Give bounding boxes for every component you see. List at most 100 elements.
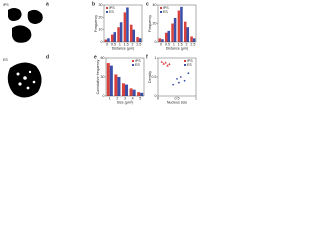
legend-swatch	[160, 7, 162, 9]
bar	[114, 74, 118, 96]
point	[187, 72, 190, 75]
y-tick-label: 10	[99, 28, 103, 32]
bar	[117, 27, 120, 42]
legend-swatch	[106, 11, 108, 13]
x-tick-label: 2	[132, 42, 134, 46]
panel-label: a	[46, 1, 49, 7]
y-tick-label: 0	[155, 40, 157, 44]
panel-label: f	[146, 54, 148, 60]
x-tick-label: 1	[195, 96, 197, 100]
bar	[132, 29, 136, 42]
legend-label: ES	[163, 10, 168, 14]
bar	[158, 38, 162, 42]
x-tick-label: 1	[173, 42, 175, 46]
legend-label: iPS	[187, 59, 193, 63]
x-tick-label: 0.5	[175, 96, 180, 100]
x-tick-label: 2.5	[190, 42, 195, 46]
y-axis-label: Density	[148, 71, 152, 83]
x-tick-label: 1.5	[178, 42, 183, 46]
bar	[126, 7, 129, 42]
plot-frame	[105, 57, 145, 97]
bar	[107, 38, 110, 42]
bar	[109, 65, 113, 96]
legend-label: ES	[135, 63, 140, 67]
y-tick-label: 1	[155, 56, 157, 60]
image-label: ES	[3, 58, 8, 62]
x-tick-label: 3	[124, 96, 126, 100]
x-axis-label: Distance (μm)	[112, 46, 134, 50]
plot-frame	[157, 57, 197, 97]
legend-label: iPS	[135, 59, 141, 63]
y-tick-label: 20	[153, 21, 157, 25]
legend-swatch	[132, 60, 134, 62]
point	[172, 83, 175, 86]
y-tick-label: 0.5	[152, 75, 157, 79]
x-tick-label: 2	[116, 96, 118, 100]
panel-label: e	[94, 54, 97, 60]
bar	[119, 22, 123, 42]
bar	[113, 32, 117, 42]
bar	[190, 36, 193, 42]
bar	[132, 89, 136, 96]
x-tick-label: 0.5	[165, 42, 170, 46]
legend-label: ES	[109, 10, 114, 14]
cell-texture	[16, 70, 36, 90]
legend-swatch	[106, 7, 108, 9]
point	[168, 62, 171, 66]
x-tick-label: 1	[109, 96, 111, 100]
point	[179, 76, 182, 78]
bar	[129, 88, 133, 96]
legend-label: iPS	[163, 6, 169, 10]
x-tick-label: 4	[132, 96, 134, 100]
image-label: iPS	[3, 3, 9, 7]
cell-image	[27, 9, 43, 24]
cell-image	[7, 62, 42, 98]
bar	[117, 77, 121, 96]
bar	[183, 21, 187, 42]
y-tick-label: 0	[101, 40, 103, 44]
y-tick-label: 20	[99, 15, 103, 19]
bar	[125, 84, 129, 96]
point	[183, 79, 186, 82]
cell-image	[8, 8, 22, 21]
bar	[164, 32, 168, 42]
x-axis-label: Size (μm²)	[117, 100, 134, 104]
plot-frame	[103, 4, 143, 43]
y-tick-label: 0	[155, 94, 157, 98]
legend-label: ES	[187, 63, 192, 67]
y-axis-label: Frequency	[94, 15, 98, 32]
y-tick-label: 30	[99, 3, 103, 7]
legend-swatch	[132, 64, 134, 66]
bar	[161, 39, 164, 42]
point	[176, 78, 178, 80]
x-tick-label: 2.5	[136, 42, 141, 46]
point	[166, 64, 169, 67]
legend-swatch	[160, 11, 162, 13]
x-tick-label: 0	[106, 42, 108, 46]
panel-label: c	[146, 1, 149, 7]
plot-frame	[157, 4, 197, 43]
bar	[140, 92, 144, 96]
bar	[123, 12, 127, 42]
bar	[192, 38, 196, 42]
y-tick-label: 0	[103, 94, 105, 98]
y-tick-label: 30	[101, 75, 105, 79]
bar	[136, 37, 139, 42]
legend-swatch	[184, 60, 186, 62]
bar	[173, 17, 177, 42]
bar	[110, 34, 114, 42]
bar	[186, 27, 190, 42]
point	[164, 61, 167, 64]
bar	[129, 24, 133, 42]
y-axis-label: Cumulative frequency	[96, 59, 100, 94]
x-tick-label: 0	[160, 42, 162, 46]
bar	[177, 10, 181, 43]
point	[160, 60, 163, 63]
bar	[106, 63, 110, 96]
y-tick-label: 40	[153, 3, 157, 7]
point	[178, 81, 180, 84]
x-axis-label: Nucleus size	[167, 100, 187, 104]
x-tick-label: 2	[186, 42, 188, 46]
cell-image	[12, 25, 32, 43]
